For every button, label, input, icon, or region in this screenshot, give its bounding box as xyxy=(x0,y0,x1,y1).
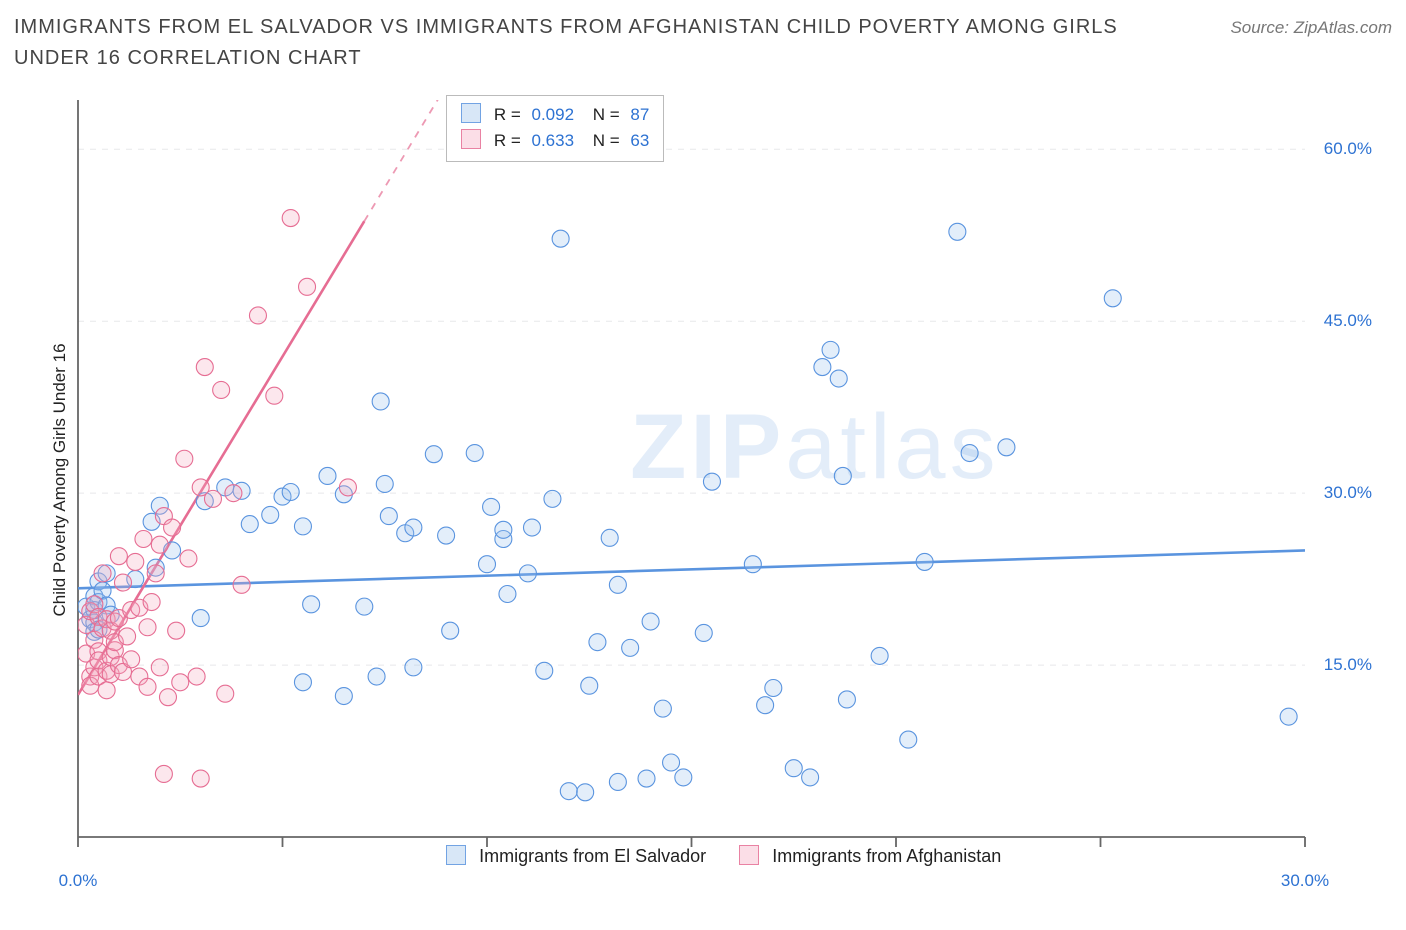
chart-svg xyxy=(50,95,1380,865)
legend-label-1: Immigrants from El Salvador xyxy=(479,846,706,866)
y-tick-label: 45.0% xyxy=(1324,311,1372,331)
y-tick-label: 15.0% xyxy=(1324,655,1372,675)
x-tick-label: 0.0% xyxy=(59,871,98,891)
x-tick-label: 30.0% xyxy=(1281,871,1329,891)
r-label: R = xyxy=(494,105,526,124)
stats-row-2: R = 0.633 N = 63 xyxy=(461,128,649,154)
chart-title: IMMIGRANTS FROM EL SALVADOR VS IMMIGRANT… xyxy=(14,12,1134,74)
n-label: N = xyxy=(593,105,625,124)
legend-swatch-1 xyxy=(461,103,481,123)
source-label: Source: ZipAtlas.com xyxy=(1230,18,1392,38)
series-legend: Immigrants from El Salvador Immigrants f… xyxy=(446,845,1029,867)
stats-row-1: R = 0.092 N = 87 xyxy=(461,102,649,128)
legend-swatch-series-1 xyxy=(446,845,466,865)
stats-legend: R = 0.092 N = 87 R = 0.633 N = 63 xyxy=(446,95,664,162)
legend-item-1: Immigrants from El Salvador xyxy=(446,845,706,867)
legend-item-2: Immigrants from Afghanistan xyxy=(739,845,1001,867)
n-label: N = xyxy=(593,131,625,150)
r-label: R = xyxy=(494,131,526,150)
header-row: IMMIGRANTS FROM EL SALVADOR VS IMMIGRANT… xyxy=(14,12,1392,74)
n-value-2: 63 xyxy=(630,131,649,150)
y-tick-label: 30.0% xyxy=(1324,483,1372,503)
legend-label-2: Immigrants from Afghanistan xyxy=(772,846,1001,866)
y-tick-label: 60.0% xyxy=(1324,139,1372,159)
n-value-1: 87 xyxy=(630,105,649,124)
r-value-2: 0.633 xyxy=(531,131,574,150)
legend-swatch-series-2 xyxy=(739,845,759,865)
legend-swatch-2 xyxy=(461,129,481,149)
y-axis-label: Child Poverty Among Girls Under 16 xyxy=(50,343,70,616)
r-value-1: 0.092 xyxy=(531,105,574,124)
scatter-chart: Child Poverty Among Girls Under 16 ZIPat… xyxy=(50,95,1380,865)
